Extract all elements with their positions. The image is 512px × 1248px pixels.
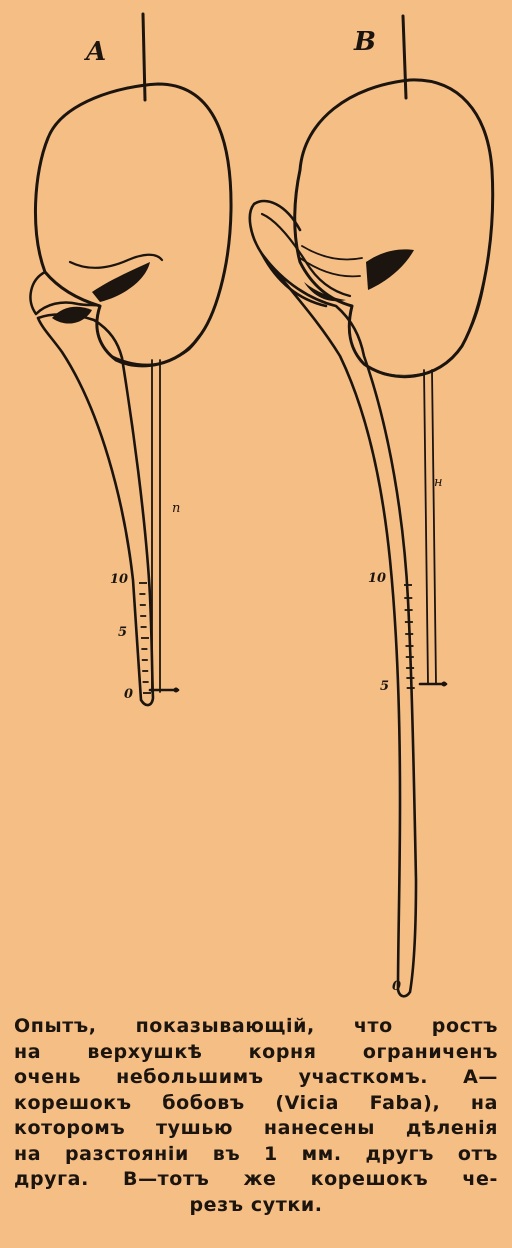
figure-caption: Опытъ, показывающій, что ростъ на верхуш… xyxy=(14,1014,498,1218)
caption-line: Опытъ, показывающій, что ростъ xyxy=(14,1015,498,1037)
panel-a-seed-shading xyxy=(106,250,228,366)
panel-a: A 10 5 0 n xyxy=(29,12,233,707)
caption-line: на верхушкѣ корня ограниченъ xyxy=(14,1040,498,1063)
panel-a-needle-point xyxy=(173,687,179,693)
caption-line: резъ сутки. xyxy=(189,1193,323,1216)
panel-a-hilum xyxy=(68,253,164,269)
panel-b-needle-left xyxy=(423,369,429,685)
panel-a-seed-coat xyxy=(29,270,102,316)
panel-a-ink-marks xyxy=(139,582,151,694)
panel-b-root xyxy=(260,252,418,998)
panel-a-pin xyxy=(141,12,147,102)
panel-a-mark-label: n xyxy=(172,501,180,516)
panel-a-scale-10: 10 xyxy=(110,572,128,587)
caption-line: очень небольшимъ участкомъ. A— xyxy=(14,1066,498,1088)
caption-line: корешокъ бобовъ (Vicia Faba), на xyxy=(14,1091,498,1114)
caption-line: на разстояніи въ 1 мм. другъ отъ xyxy=(14,1142,498,1165)
panel-a-root xyxy=(36,313,155,707)
panel-a-label: A xyxy=(83,37,106,67)
panel-a-scale-5: 5 xyxy=(118,625,127,640)
panel-b-mark-label: н xyxy=(434,475,443,490)
panel-b-coat-fold xyxy=(299,245,363,278)
panel-b-scale-5: 5 xyxy=(380,679,389,694)
caption-line: друга. B—тотъ же корешокъ че- xyxy=(14,1168,498,1190)
panel-b-hilum-shadow xyxy=(366,249,414,290)
caption-line: которомъ тушью нанесены дѣленія xyxy=(14,1117,498,1139)
panel-b-scale-10: 10 xyxy=(368,571,386,586)
panel-b-scale-0: 0 xyxy=(392,979,401,994)
panel-a-hilum-shadow xyxy=(92,262,150,302)
panel-b-ink-marks xyxy=(404,584,415,689)
panel-b-needle-right xyxy=(431,369,437,685)
panel-b: B 10 5 0 н xyxy=(248,14,495,998)
panel-b-needle-point xyxy=(441,681,447,687)
panel-b-coat-shadow xyxy=(304,282,346,302)
panel-b-label: B xyxy=(353,27,376,57)
root-growth-figure: A 10 5 0 n B xyxy=(29,12,495,998)
panel-b-pin xyxy=(401,14,408,100)
panel-a-bean-seed xyxy=(33,82,233,368)
panel-a-scale-0: 0 xyxy=(124,687,133,702)
